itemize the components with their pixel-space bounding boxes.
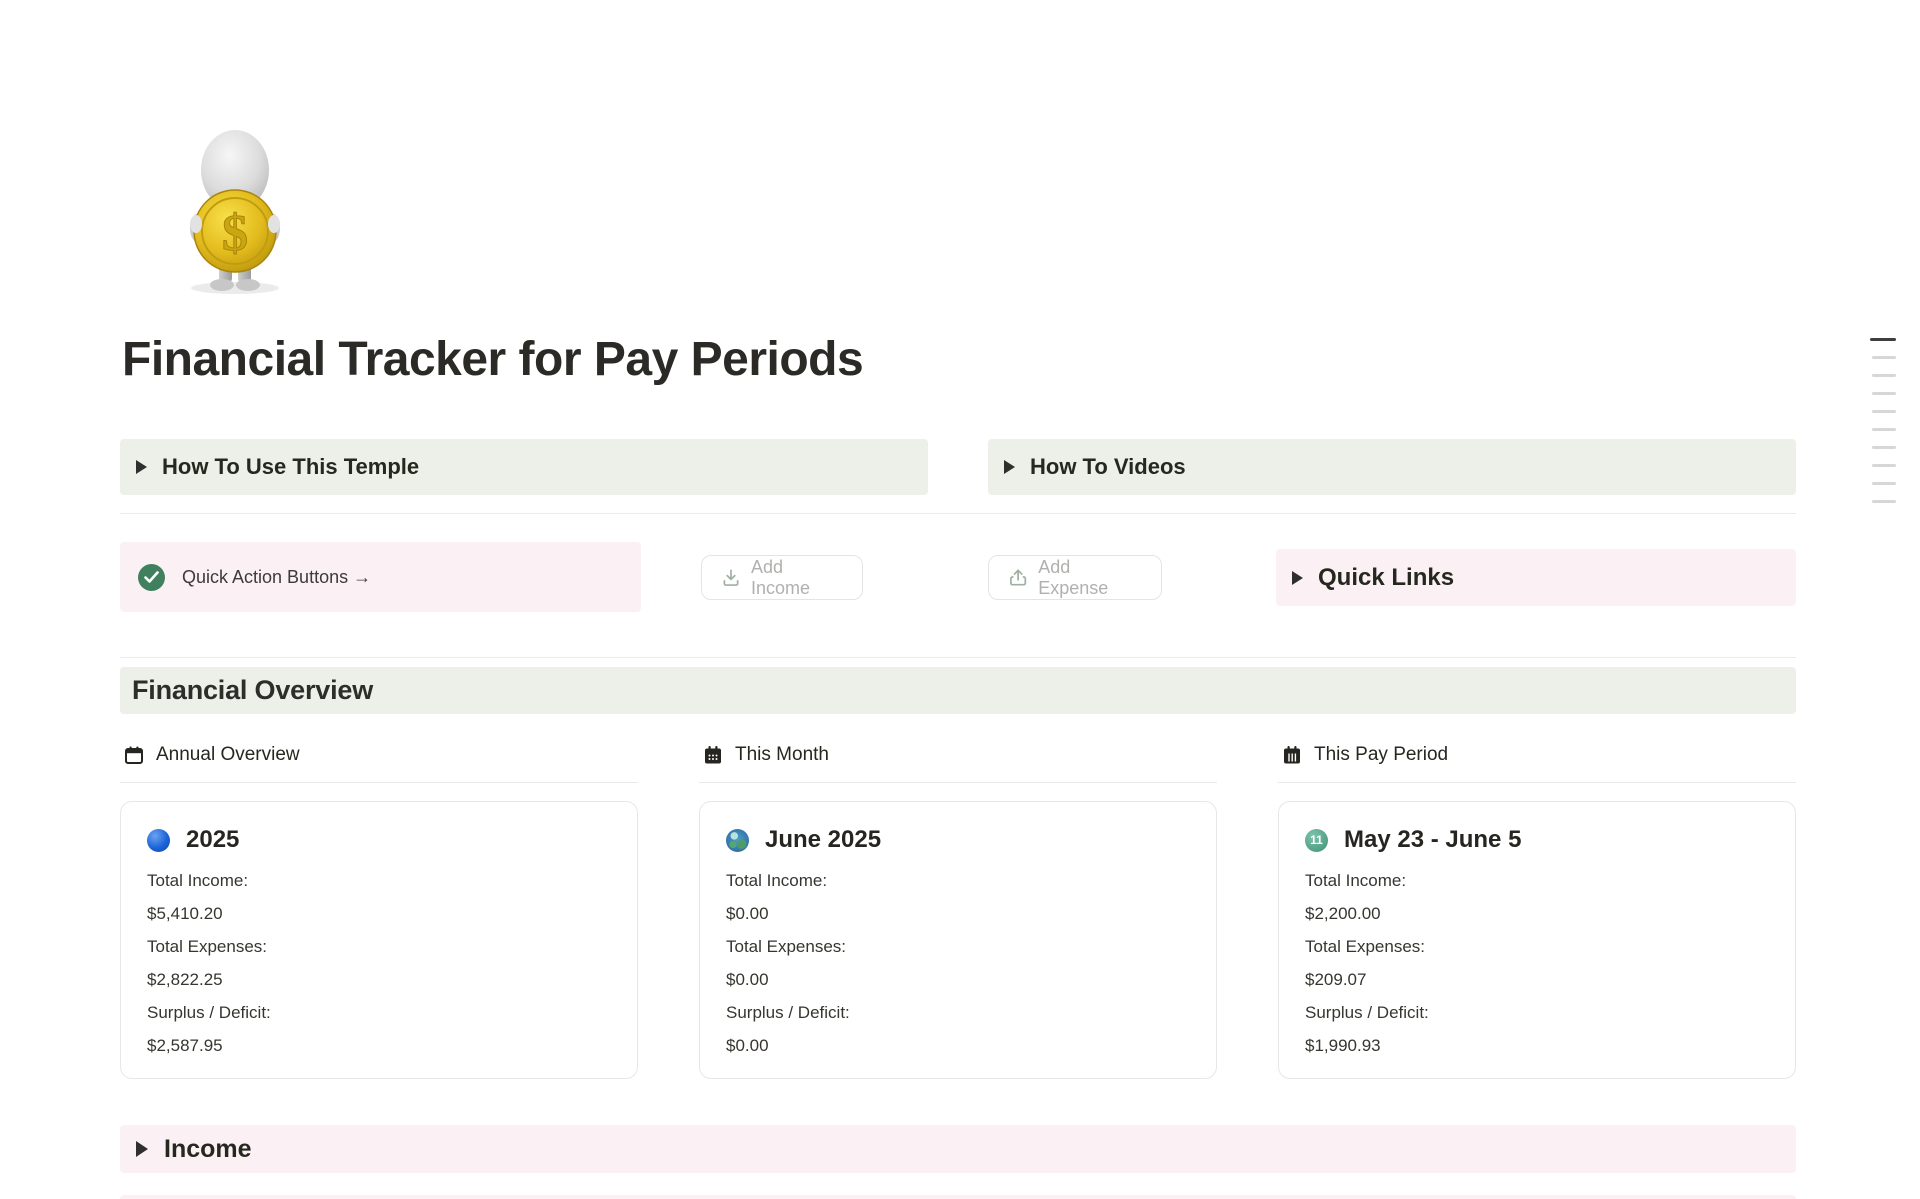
add-income-button[interactable]: Add Income [701,555,863,600]
toggle-how-to-videos[interactable]: How To Videos [988,439,1796,495]
total-expenses-label: Total Expenses: [726,937,847,956]
person-coin-illustration: $ [190,130,280,294]
toc-dash[interactable] [1872,428,1896,431]
calendar-day-emoji: 11 [1305,828,1328,852]
column-header: Annual Overview [120,740,638,783]
total-income-label: Total Income: [1305,871,1407,890]
column-header: This Pay Period [1278,740,1796,783]
divider [120,513,1796,514]
add-expense-label: Add Expense [1038,556,1109,598]
this-pay-period-card: 11 May 23 - June 5 Total Income: $2,200.… [1278,801,1796,1079]
total-income-label: Total Income: [726,871,828,890]
toggle-quick-links[interactable]: Quick Links [1276,549,1796,606]
toggle-triangle-icon [136,1141,148,1157]
total-income-value: $2,200.00 [1305,904,1381,923]
toggle-triangle-icon [136,460,147,474]
column-header-label: This Month [735,744,829,765]
toggle-label: How To Use This Temple [162,454,420,479]
toggle-label: Income [164,1134,252,1163]
total-income-label: Total Income: [147,871,249,890]
calendar-icon [705,746,721,764]
surplus-deficit-value: $2,587.95 [147,1036,223,1055]
toggle-how-to-use-template[interactable]: How To Use This Temple [120,439,928,495]
surplus-deficit-label: Surplus / Deficit: [147,1003,271,1022]
calendar-icon [125,746,143,764]
card-title: June 2025 [765,826,882,853]
toggle-triangle-icon [1292,570,1303,585]
toc-dash[interactable] [1872,410,1896,413]
toc-dash[interactable] [1872,356,1896,359]
total-expenses-value: $0.00 [726,970,769,989]
column-annual-overview: Annual Overview 2025 Total Income: $5,41… [120,740,638,1079]
upload-icon [1010,569,1027,586]
how-to-toggle-row: How To Use This Temple How To Videos [120,439,1796,495]
card-title: May 23 - June 5 [1344,826,1522,853]
check-circle-icon [138,563,165,591]
quick-action-row: Quick Action Buttons → Add Income Add Ex… [120,542,1796,612]
column-header-label: This Pay Period [1314,744,1449,765]
column-this-pay-period: This Pay Period 11 May 23 - June 5 Total… [1278,740,1796,1079]
table-of-contents-indicator[interactable] [1870,338,1896,503]
card-title-row: 2025 [147,826,611,854]
svg-text:$: $ [222,205,248,262]
toggle-income[interactable]: Income [120,1125,1796,1173]
toggle-label: How To Videos [1030,454,1186,479]
page-icon-person-coin[interactable]: $ [172,128,298,296]
total-income-value: $0.00 [726,904,769,923]
annual-overview-card: 2025 Total Income: $5,410.20 Total Expen… [120,801,638,1079]
card-title-row: June 2025 [726,826,1190,854]
add-expense-button[interactable]: Add Expense [988,555,1162,600]
toc-dash[interactable] [1872,500,1896,503]
surplus-deficit-label: Surplus / Deficit: [1305,1003,1429,1022]
column-header-label: Annual Overview [156,744,300,765]
surplus-deficit-value: $1,990.93 [1305,1036,1381,1055]
this-month-card: June 2025 Total Income: $0.00 Total Expe… [699,801,1217,1079]
financial-overview-header: Financial Overview [120,667,1796,714]
toc-dash[interactable] [1872,482,1896,485]
toc-dash[interactable] [1872,464,1896,467]
toc-dash[interactable] [1872,392,1896,395]
blue-circle-emoji [147,828,170,852]
overview-columns: Annual Overview 2025 Total Income: $5,41… [120,740,1796,1079]
total-income-value: $5,410.20 [147,904,223,923]
download-icon [723,569,739,586]
column-header: This Month [699,740,1217,783]
toc-dash[interactable] [1872,446,1896,449]
card-title-row: 11 May 23 - June 5 [1305,826,1769,854]
quick-action-callout: Quick Action Buttons → [120,542,641,612]
total-expenses-label: Total Expenses: [147,937,268,956]
financial-overview-heading: Financial Overview [132,675,374,705]
surplus-deficit-value: $0.00 [726,1036,769,1055]
add-income-label: Add Income [751,556,811,598]
total-expenses-value: $2,822.25 [147,970,223,989]
total-expenses-label: Total Expenses: [1305,937,1426,956]
quick-action-callout-label: Quick Action Buttons → [182,566,372,587]
toc-dash-active[interactable] [1870,338,1896,341]
page-title: Financial Tracker for Pay Periods [122,333,864,386]
divider [120,657,1796,658]
next-section-sliver [120,1195,1796,1199]
total-expenses-value: $209.07 [1305,970,1367,989]
calendar-icon [1284,746,1300,764]
toggle-triangle-icon [1004,460,1015,474]
column-this-month: This Month June 2025 Total Income: $0.00… [699,740,1217,1079]
toggle-label: Quick Links [1318,563,1455,591]
page-content: $ Financial Tracker for Pay Periods How … [120,0,1796,1173]
toc-dash[interactable] [1872,374,1896,377]
globe-emoji [726,828,749,852]
surplus-deficit-label: Surplus / Deficit: [726,1003,850,1022]
card-title: 2025 [186,826,240,853]
